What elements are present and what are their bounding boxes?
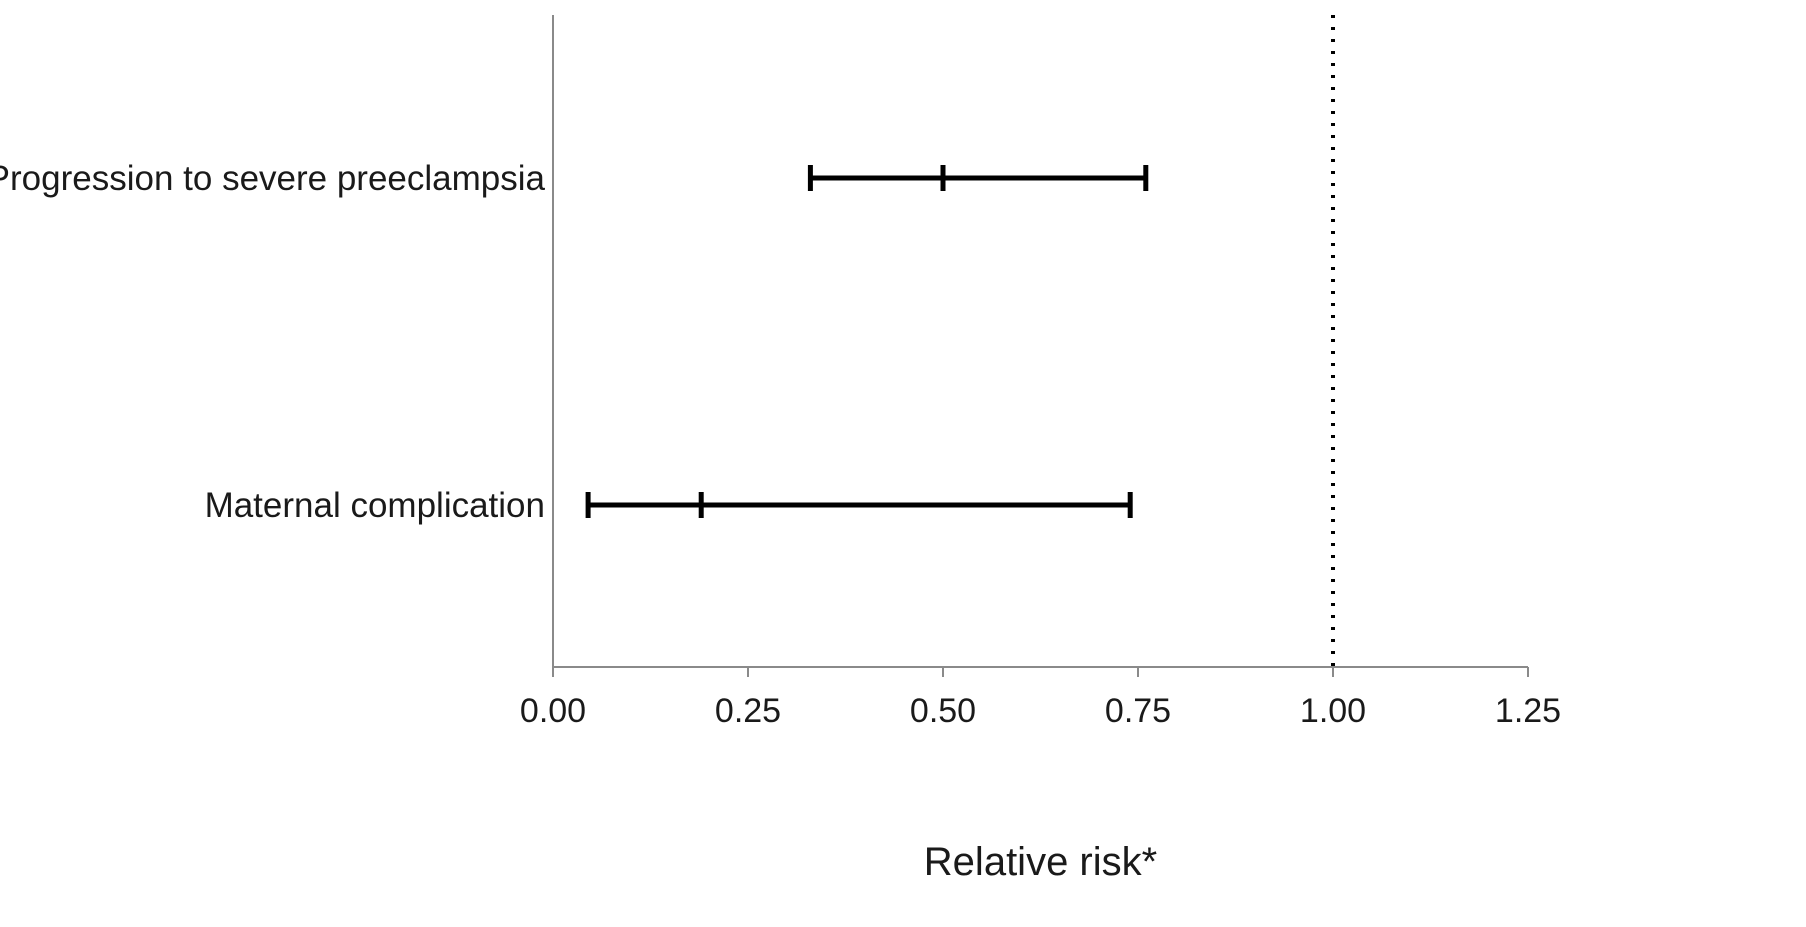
x-tick-label: 1.00 [1300,692,1366,730]
x-tick-label: 0.00 [520,692,586,730]
axes [552,15,1528,668]
x-axis-title: Relative risk* [924,840,1157,884]
category-labels: Progression to severe preeclampsia Matern… [0,159,546,525]
category-label: Progression to severe preeclampsia [0,159,546,198]
x-ticks: 0.00 0.25 0.50 0.75 1.00 1.25 [520,667,1561,730]
x-tick-label: 0.50 [910,692,976,730]
x-tick-label: 0.25 [715,692,781,730]
x-tick-label: 0.75 [1105,692,1171,730]
x-tick-label: 1.25 [1495,692,1561,730]
category-label: Maternal complication [205,486,545,525]
confidence-intervals [585,165,1149,518]
